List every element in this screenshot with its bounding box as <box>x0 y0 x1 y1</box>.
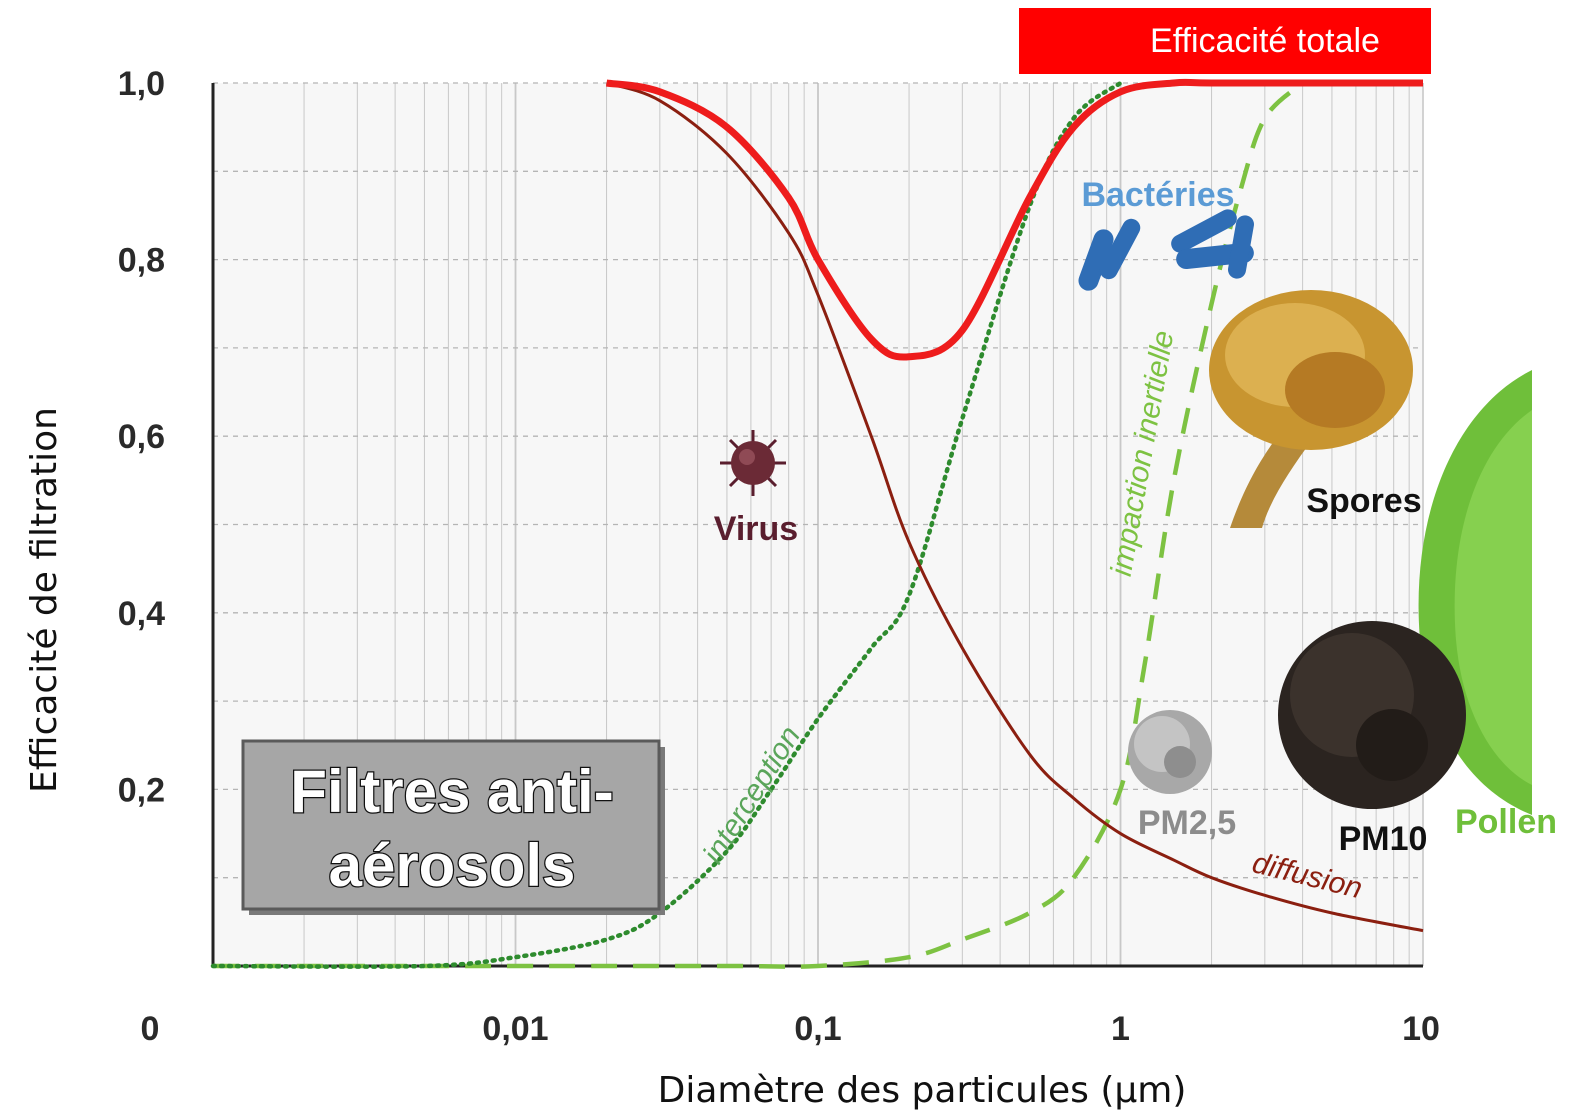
tick-labels: 0,2 0,4 0,6 0,8 1,0 0 0,01 0,1 1 10 <box>118 65 1440 1048</box>
spores-label: Spores <box>1306 482 1421 520</box>
x-tick-label: 0 <box>141 1010 160 1048</box>
virus-icon <box>720 430 786 496</box>
y-tick-label: 0,6 <box>118 418 165 456</box>
x-axis-title: Diamètre des particules (µm) <box>658 1070 1187 1111</box>
spores-icon <box>1209 290 1413 528</box>
y-axis-title: Efficacité de filtration <box>24 407 65 793</box>
x-tick-label: 10 <box>1402 1010 1440 1048</box>
filter-title-box <box>241 739 661 911</box>
series-line-diffusion <box>606 81 1424 933</box>
pm10-icon <box>1278 621 1466 809</box>
series-line-interception <box>210 80 1123 969</box>
series-line-impaction-inertielle <box>212 81 1305 969</box>
pm10-label: PM10 <box>1339 820 1428 858</box>
filter-title-line-2: aérosols <box>329 832 576 899</box>
pm25-icon <box>1128 710 1212 794</box>
pm25-label: PM2,5 <box>1138 804 1236 842</box>
total-efficiency-badge <box>1019 8 1431 74</box>
pollen-label: Pollen <box>1455 803 1557 841</box>
x-tick-label: 0,1 <box>794 1010 841 1048</box>
bacteria-icon <box>1078 209 1254 291</box>
filter-title-line-1: Filtres anti- <box>290 758 613 825</box>
x-tick-label: 0,01 <box>482 1010 548 1048</box>
series-line-efficacit-totale <box>605 78 1423 361</box>
virus-label: Virus <box>714 510 798 548</box>
curves-layer <box>210 78 1424 969</box>
y-tick-label: 0,4 <box>118 595 165 633</box>
y-tick-label: 0,8 <box>118 242 165 280</box>
y-tick-label: 1,0 <box>118 65 165 103</box>
bacteria-label: Bactéries <box>1081 176 1234 214</box>
y-tick-label: 0,2 <box>118 771 165 809</box>
x-tick-label: 1 <box>1111 1010 1130 1048</box>
total-efficiency-label: Efficacité totale <box>1150 22 1380 60</box>
